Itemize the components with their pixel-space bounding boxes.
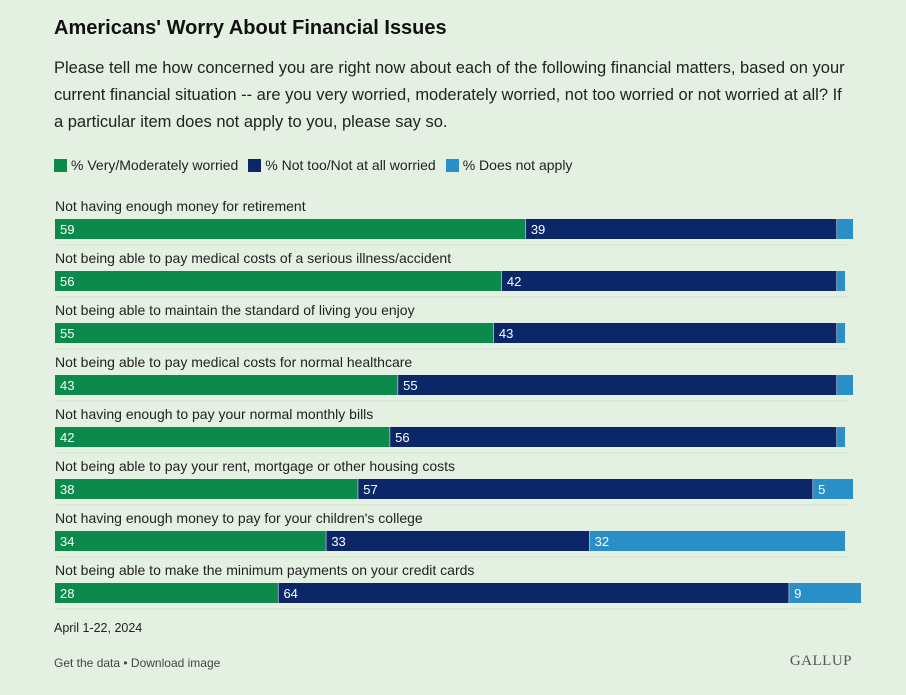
bar-segment-worried — [55, 479, 359, 499]
legend-swatch-does-not-apply — [445, 158, 459, 172]
data-label-worried: 56 — [60, 274, 74, 289]
data-label-not-worried: 55 — [403, 378, 417, 393]
bar-segment-worried — [55, 375, 399, 395]
data-label-not-worried: 39 — [531, 222, 545, 237]
bar-segment-does-not-apply — [789, 583, 861, 603]
data-label-worried: 55 — [60, 326, 74, 341]
category-label: Not being able to maintain the standard … — [55, 302, 415, 318]
bar-segment-does-not-apply — [837, 271, 846, 291]
get-data-link[interactable]: Get the data — [54, 656, 121, 670]
data-label-not-worried: 57 — [363, 482, 377, 497]
bar-segment-does-not-apply — [837, 219, 853, 239]
bar-segment-not-worried — [525, 219, 838, 239]
legend-swatch-worried — [54, 158, 67, 172]
bar-segment-does-not-apply — [837, 323, 846, 343]
data-label-not-worried: 42 — [507, 274, 521, 289]
bar-segment-not-worried — [358, 479, 814, 499]
bar-segment-does-not-apply — [837, 375, 853, 395]
gallup-logo: GALLUP — [789, 653, 852, 669]
bar-segment-worried — [55, 271, 502, 291]
legend-item-worried: % Very/Moderately worried — [54, 157, 238, 173]
data-label-worried: 42 — [60, 430, 74, 445]
legend-label-does-not-apply: % Does not apply — [462, 157, 573, 173]
data-label-worried: 34 — [60, 534, 74, 549]
data-label-worried: 43 — [60, 378, 74, 393]
bar-segment-not-worried — [501, 271, 838, 291]
bar-segment-does-not-apply — [589, 531, 846, 551]
bar-segment-not-worried — [390, 427, 838, 447]
data-label-does-not-apply: 9 — [794, 586, 801, 601]
legend-label-worried: % Very/Moderately worried — [71, 157, 239, 173]
category-label: Not being able to pay your rent, mortgag… — [55, 458, 455, 474]
legend-swatch-not-worried — [248, 158, 262, 172]
bar-segment-worried — [55, 583, 279, 603]
bar-segment-does-not-apply — [813, 479, 853, 499]
survey-date: April 1-22, 2024 — [54, 621, 143, 635]
footer-separator: • — [120, 656, 131, 670]
category-label: Not being able to pay medical costs of a… — [55, 250, 451, 266]
footer-links: Get the data • Download image — [54, 656, 220, 670]
data-label-not-worried: 56 — [395, 430, 409, 445]
category-label: Not having enough to pay your normal mon… — [55, 406, 373, 422]
data-label-worried: 59 — [60, 222, 74, 237]
bar-segment-not-worried — [326, 531, 590, 551]
category-label: Not being able to make the minimum payme… — [55, 562, 474, 578]
download-image-link[interactable]: Download image — [130, 656, 221, 670]
legend-item-not-worried: % Not too/Not at all worried — [248, 157, 436, 173]
bar-segment-does-not-apply — [837, 427, 846, 447]
data-label-does-not-apply: 32 — [595, 534, 609, 549]
data-label-worried: 38 — [60, 482, 74, 497]
legend-label-not-worried: % Not too/Not at all worried — [265, 157, 436, 173]
bar-segment-worried — [55, 531, 327, 551]
bar-segment-not-worried — [278, 583, 790, 603]
bar-segment-worried — [55, 219, 526, 239]
category-label: Not being able to pay medical costs for … — [55, 354, 412, 370]
category-label: Not having enough money for retirement — [55, 198, 306, 214]
bar-segment-worried — [55, 323, 494, 343]
data-label-not-worried: 64 — [283, 586, 297, 601]
bar-segment-not-worried — [493, 323, 838, 343]
chart-subtitle: Please tell me how concerned you are rig… — [54, 59, 845, 131]
data-label-not-worried: 33 — [331, 534, 345, 549]
data-label-worried: 28 — [60, 586, 74, 601]
category-label: Not having enough money to pay for your … — [55, 510, 423, 526]
data-label-not-worried: 43 — [499, 326, 513, 341]
legend: % Very/Moderately worried % Not too/Not … — [54, 157, 582, 173]
chart-title: Americans' Worry About Financial Issues — [54, 17, 447, 39]
data-label-does-not-apply: 5 — [818, 482, 825, 497]
bar-segment-not-worried — [398, 375, 838, 395]
bar-segment-worried — [55, 427, 391, 447]
legend-item-does-not-apply: % Does not apply — [445, 157, 573, 173]
stacked-bar-chart: Not having enough money for retirement59… — [55, 198, 861, 610]
